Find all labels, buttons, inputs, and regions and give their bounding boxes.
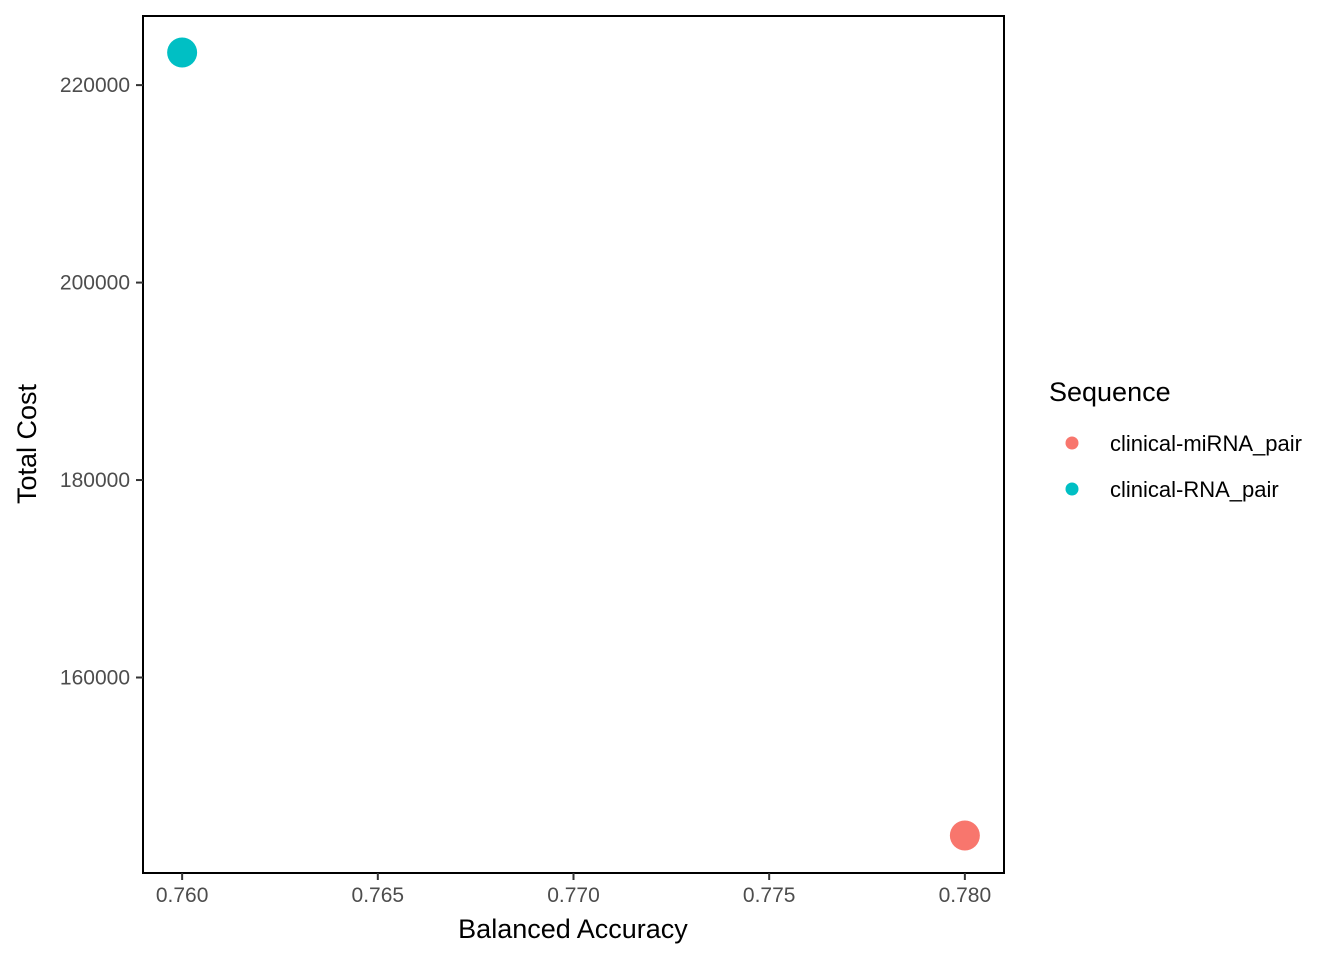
y-tick-label: 160000 — [60, 667, 130, 690]
legend-label: clinical-RNA_pair — [1110, 477, 1279, 502]
data-point — [167, 37, 198, 68]
legend-label: clinical-miRNA_pair — [1110, 431, 1302, 456]
y-tick-label: 200000 — [60, 272, 130, 295]
y-tick-label: 180000 — [60, 469, 130, 492]
x-tick-label: 0.770 — [547, 884, 600, 907]
axes: 0.760 0.765 0.770 0.775 0.780 160000 180000 200… — [60, 15, 1005, 907]
legend: Sequence clinical-miRNA_pair clinical-RNA… — [1049, 377, 1302, 502]
x-axis-title: Balanced Accuracy — [458, 914, 688, 944]
data-point — [949, 820, 980, 851]
y-axis-title: Total Cost — [12, 383, 42, 504]
legend-key — [1065, 436, 1079, 450]
x-tick-label: 0.775 — [743, 884, 796, 907]
legend-title: Sequence — [1049, 377, 1171, 407]
x-tick-label: 0.760 — [156, 884, 209, 907]
y-tick-label: 220000 — [60, 74, 130, 97]
legend-key — [1065, 482, 1079, 496]
x-tick-label: 0.780 — [939, 884, 992, 907]
plot-area — [167, 37, 980, 851]
x-tick-label: 0.765 — [352, 884, 405, 907]
